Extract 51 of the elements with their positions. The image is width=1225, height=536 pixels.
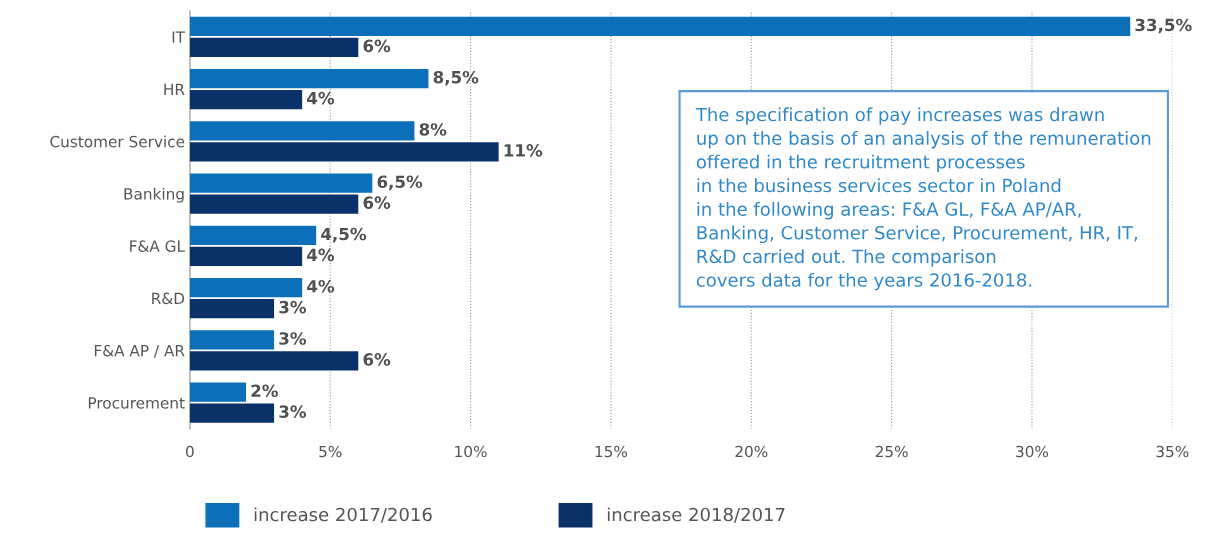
bar [189, 121, 415, 141]
x-tick-label: 10% [455, 445, 487, 458]
x-tick-label: 30% [1016, 445, 1049, 458]
bar [189, 298, 275, 319]
y-tick-label: F&A AP / AR [94, 344, 185, 358]
bar [189, 194, 359, 214]
annotation: The specification of pay increases was drawn up on the basis of an analysis of the remuneration offered in the recruitment processes in the business services sector in Poland in the following areas: F&A GL, F&A AP/AR, Banking, Customer Service, Procurement, HR, IT, R&D carried out. The comparison covers data for the years 2016-2018. [695, 107, 1151, 291]
x-tick-label: 25% [875, 445, 908, 458]
x-tick-label: 5% [319, 445, 342, 458]
legend-label: increase 2017/2016 [254, 507, 432, 523]
data-label: 3% [279, 332, 307, 345]
y-tick-label: F&A GL [130, 240, 185, 252]
data-label: 6,5% [377, 175, 423, 191]
x-tick-label: 15% [595, 445, 628, 458]
bar [189, 16, 1131, 37]
y-tick-label: IT [172, 31, 186, 43]
x-tick-label: 35% [1156, 445, 1189, 458]
y-tick-label: Procurement [88, 397, 185, 409]
data-label: 33,5% [1135, 18, 1192, 34]
bar [189, 382, 247, 402]
bar [189, 246, 303, 266]
x-tick-label: 20% [735, 445, 768, 458]
bar [189, 278, 303, 298]
bar [189, 351, 359, 371]
y-tick-label: HR [164, 83, 185, 95]
bar [189, 225, 317, 246]
data-label: 3% [279, 405, 307, 418]
data-label: 4% [307, 248, 335, 262]
bar [189, 142, 499, 162]
y-tick-label: R&D [152, 292, 185, 305]
data-label: 4,5% [321, 227, 367, 243]
data-label: 8,5% [433, 70, 479, 86]
data-label: 3% [279, 300, 307, 314]
bar [189, 403, 275, 423]
data-label: 6% [363, 39, 391, 53]
data-label: 11% [504, 144, 543, 157]
data-label: 6% [363, 196, 391, 209]
bar [189, 69, 429, 89]
x-tick-label: 0 [186, 445, 194, 458]
legend-label: increase 2018/2017 [607, 507, 785, 523]
data-label: 4% [307, 91, 335, 105]
data-label: 8% [419, 123, 447, 136]
y-tick-label: Banking [124, 187, 184, 203]
bar [189, 37, 359, 57]
data-label: 6% [363, 353, 391, 366]
bar [189, 173, 373, 193]
y-tick-label: Customer Service [50, 135, 185, 148]
bar [189, 330, 275, 350]
bar [189, 89, 303, 110]
data-label: 2% [251, 384, 278, 398]
data-label: 4% [307, 279, 335, 293]
